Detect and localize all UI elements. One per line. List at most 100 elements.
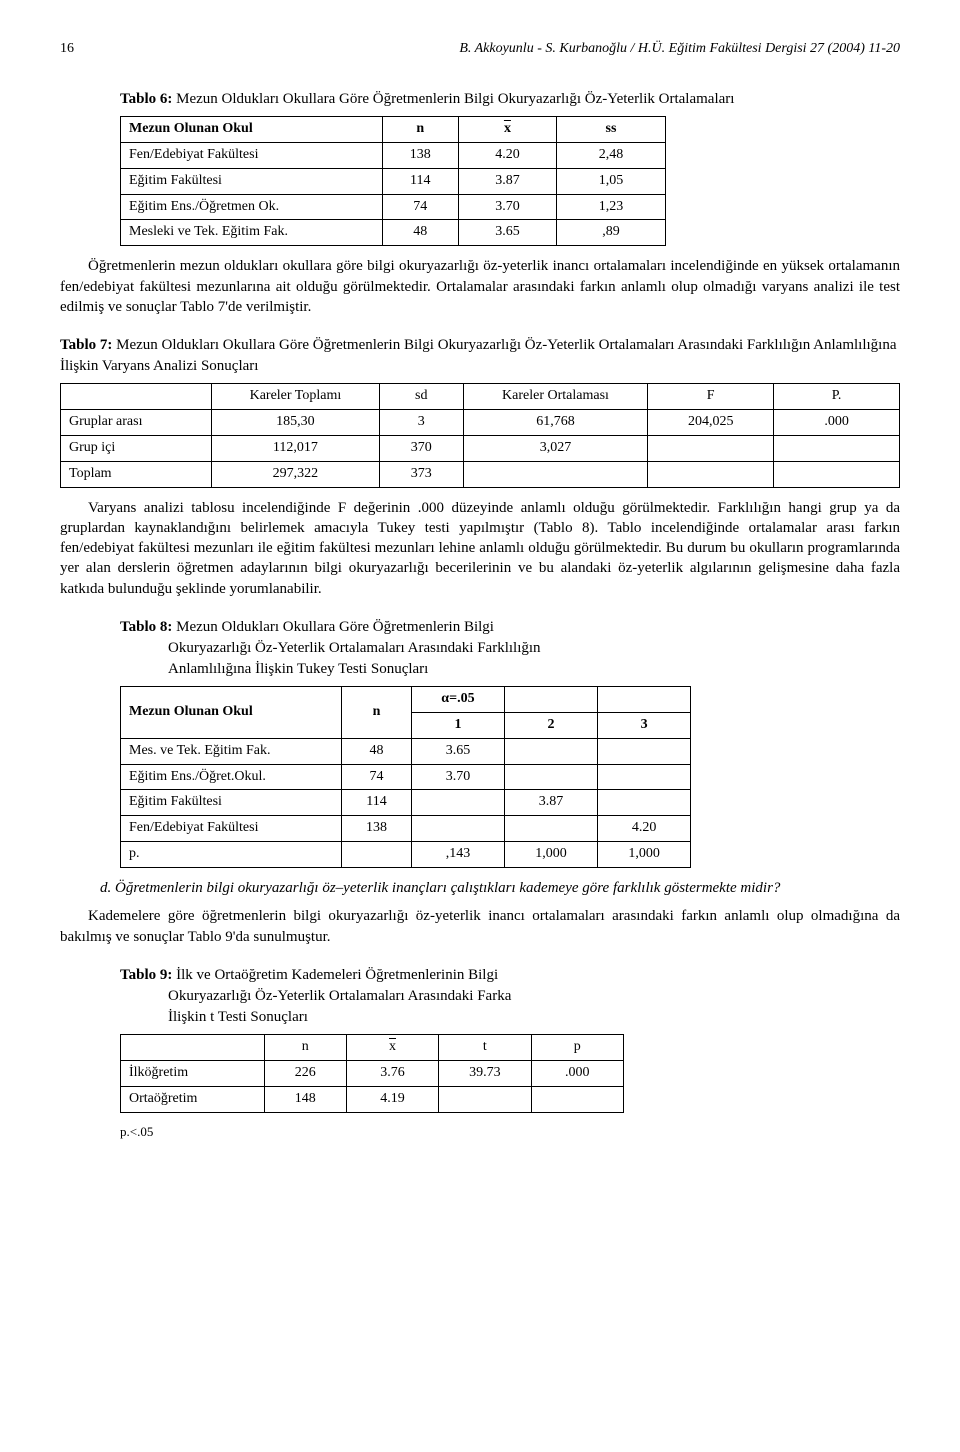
cell (463, 461, 648, 487)
cell: 204,025 (648, 409, 774, 435)
cell (439, 1086, 531, 1112)
cell: ,143 (411, 842, 504, 868)
table7: Kareler Toplamı sd Kareler Ortalaması F … (60, 383, 900, 488)
cell (342, 842, 412, 868)
table-row: Mes. ve Tek. Eğitim Fak. 48 3.65 (121, 738, 691, 764)
cell: 114 (342, 790, 412, 816)
cell: 2,48 (556, 142, 665, 168)
paragraph-3: Kademelere göre öğretmenlerin bilgi okur… (60, 906, 900, 947)
cell: 3.65 (458, 220, 556, 246)
cell (774, 435, 900, 461)
table6-label: Tablo 6: (120, 91, 172, 107)
table7-label: Tablo 7: (60, 337, 112, 353)
cell: 373 (379, 461, 463, 487)
cell: .000 (531, 1060, 623, 1086)
table-row: Eğitim Ens./Öğret.Okul. 74 3.70 (121, 764, 691, 790)
cell (411, 790, 504, 816)
cell: 297,322 (212, 461, 380, 487)
cell: 370 (379, 435, 463, 461)
table8-blank1 (504, 686, 597, 712)
cell: 112,017 (212, 435, 380, 461)
table8-caption-line1: Mezun Oldukları Okullara Göre Öğretmenle… (176, 619, 494, 635)
cell: Grup içi (61, 435, 212, 461)
table7-h3: sd (379, 384, 463, 410)
cell: 3.87 (504, 790, 597, 816)
cell: Eğitim Ens./Öğretmen Ok. (121, 194, 383, 220)
paragraph-1: Öğretmenlerin mezun oldukları okullara g… (60, 256, 900, 317)
cell: Eğitim Ens./Öğret.Okul. (121, 764, 342, 790)
cell: 39.73 (439, 1060, 531, 1086)
table7-h5: F (648, 384, 774, 410)
cell: ,89 (556, 220, 665, 246)
cell (648, 461, 774, 487)
table-row: İlköğretim 226 3.76 39.73 .000 (121, 1060, 624, 1086)
table8-caption: Tablo 8: Mezun Oldukları Okullara Göre Ö… (120, 617, 900, 680)
paragraph-2: Varyans analizi tablosu incelendiğinde F… (60, 498, 900, 599)
table8-h2: n (342, 686, 412, 738)
table7-h2: Kareler Toplamı (212, 384, 380, 410)
cell: 1,05 (556, 168, 665, 194)
table9-footnote: p.<.05 (120, 1123, 900, 1141)
cell (598, 738, 691, 764)
cell: Fen/Edebiyat Fakültesi (121, 142, 383, 168)
table6-h1: Mezun Olunan Okul (121, 116, 383, 142)
table8-h1: Mezun Olunan Okul (121, 686, 342, 738)
cell: 114 (382, 168, 458, 194)
table-row: Eğitim Fakültesi 114 3.87 1,05 (121, 168, 666, 194)
table8-sub3: 3 (598, 712, 691, 738)
table-header-row: Mezun Olunan Okul n x ss (121, 116, 666, 142)
table-row: Fen/Edebiyat Fakültesi 138 4.20 (121, 816, 691, 842)
table-header-row: n x t p (121, 1034, 624, 1060)
cell (504, 816, 597, 842)
table9-h5: p (531, 1034, 623, 1060)
cell: 4.20 (458, 142, 556, 168)
table9-h4: t (439, 1034, 531, 1060)
cell: Ortaöğretim (121, 1086, 265, 1112)
table9-caption-line1: İlk ve Ortaöğretim Kademeleri Öğretmenle… (176, 967, 498, 983)
cell: İlköğretim (121, 1060, 265, 1086)
cell: Fen/Edebiyat Fakültesi (121, 816, 342, 842)
cell: 3 (379, 409, 463, 435)
table-header-row: Kareler Toplamı sd Kareler Ortalaması F … (61, 384, 900, 410)
cell (504, 764, 597, 790)
table-row: Gruplar arası 185,30 3 61,768 204,025 .0… (61, 409, 900, 435)
table8-h3: α=.05 (411, 686, 504, 712)
cell: 3.76 (346, 1060, 438, 1086)
table9-caption: Tablo 9: İlk ve Ortaöğretim Kademeleri Ö… (120, 965, 900, 1028)
table9-label: Tablo 9: (120, 967, 172, 983)
cell: 3.65 (411, 738, 504, 764)
cell: 48 (342, 738, 412, 764)
table8-blank2 (598, 686, 691, 712)
table-row: Eğitim Ens./Öğretmen Ok. 74 3.70 1,23 (121, 194, 666, 220)
table8-sub2: 2 (504, 712, 597, 738)
running-head-text: B. Akkoyunlu - S. Kurbanoğlu / H.Ü. Eğit… (459, 40, 900, 59)
cell: 226 (264, 1060, 346, 1086)
table9-h2: n (264, 1034, 346, 1060)
cell (774, 461, 900, 487)
cell: Eğitim Fakültesi (121, 790, 342, 816)
table-row: Grup içi 112,017 370 3,027 (61, 435, 900, 461)
cell (411, 816, 504, 842)
table9-h1 (121, 1034, 265, 1060)
table-row: Fen/Edebiyat Fakültesi 138 4.20 2,48 (121, 142, 666, 168)
cell: Gruplar arası (61, 409, 212, 435)
cell: 3.70 (458, 194, 556, 220)
cell: 138 (382, 142, 458, 168)
table6-h4: ss (556, 116, 665, 142)
cell: 148 (264, 1086, 346, 1112)
table6-h3: x (458, 116, 556, 142)
cell: 1,000 (598, 842, 691, 868)
table7-h4: Kareler Ortalaması (463, 384, 648, 410)
table-row: Ortaöğretim 148 4.19 (121, 1086, 624, 1112)
table-row: Mesleki ve Tek. Eğitim Fak. 48 3.65 ,89 (121, 220, 666, 246)
cell: Mes. ve Tek. Eğitim Fak. (121, 738, 342, 764)
cell: 4.19 (346, 1086, 438, 1112)
cell: 4.20 (598, 816, 691, 842)
cell (598, 764, 691, 790)
cell: 3.70 (411, 764, 504, 790)
cell: 74 (382, 194, 458, 220)
cell: p. (121, 842, 342, 868)
question-d: d. Öğretmenlerin bilgi okuryazarlığı öz–… (100, 878, 900, 898)
cell: 1,23 (556, 194, 665, 220)
cell: 185,30 (212, 409, 380, 435)
